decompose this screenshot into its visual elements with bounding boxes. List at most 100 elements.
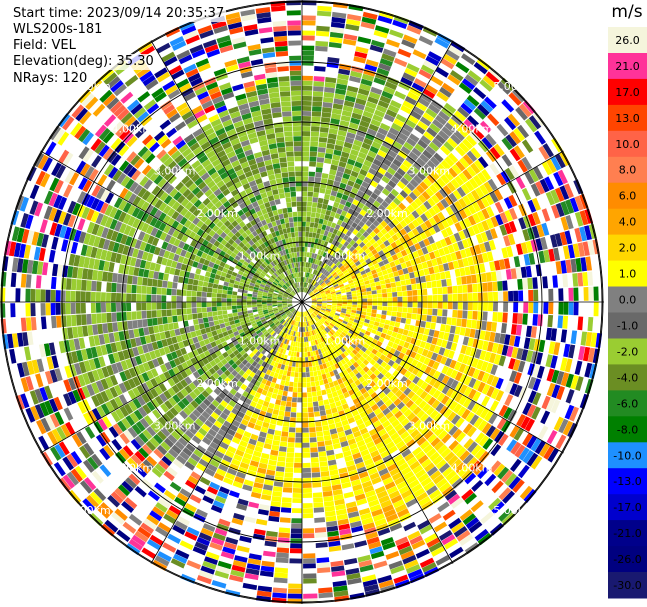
velocity-gate <box>347 304 352 307</box>
velocity-gate <box>361 517 374 526</box>
velocity-gate <box>99 464 112 477</box>
velocity-gate <box>488 352 497 364</box>
velocity-gate <box>577 272 584 287</box>
velocity-gate <box>385 411 394 420</box>
velocity-gate <box>71 314 77 327</box>
velocity-gate <box>327 418 335 425</box>
velocity-gate <box>267 327 273 333</box>
velocity-gate <box>405 498 418 508</box>
velocity-gate <box>332 352 338 359</box>
velocity-gate <box>269 287 275 292</box>
velocity-gate <box>83 256 91 269</box>
velocity-gate <box>317 359 323 365</box>
velocity-gate <box>302 15 316 21</box>
velocity-gate <box>206 302 212 307</box>
velocity-gate <box>272 592 287 599</box>
velocity-gate <box>314 517 326 523</box>
velocity-gate <box>423 481 435 492</box>
velocity-gate <box>358 248 365 255</box>
velocity-gate <box>354 269 360 275</box>
velocity-gate <box>478 156 489 169</box>
velocity-gate <box>105 250 113 262</box>
velocity-gate <box>479 350 487 361</box>
velocity-gate <box>424 366 432 375</box>
velocity-gate <box>322 303 327 305</box>
velocity-gate <box>309 308 314 312</box>
velocity-gate <box>458 395 468 406</box>
velocity-gate <box>126 284 132 293</box>
velocity-gate <box>373 560 388 569</box>
velocity-gate <box>174 520 188 531</box>
velocity-gate <box>103 261 110 272</box>
velocity-gate <box>149 350 157 360</box>
velocity-gate <box>454 392 464 403</box>
velocity-gate <box>264 363 270 369</box>
velocity-gate <box>263 330 269 336</box>
velocity-gate <box>116 529 131 542</box>
velocity-gate <box>410 110 422 120</box>
velocity-gate <box>348 320 354 325</box>
velocity-gate <box>324 153 333 160</box>
velocity-gate <box>481 272 487 283</box>
velocity-gate <box>91 223 100 236</box>
velocity-gate <box>412 161 423 171</box>
velocity-gate <box>421 562 437 573</box>
velocity-gate <box>87 325 94 336</box>
velocity-gate <box>352 107 364 116</box>
velocity-gate <box>171 444 182 455</box>
velocity-gate <box>117 321 123 332</box>
velocity-gate <box>351 290 357 294</box>
velocity-gate <box>303 287 305 293</box>
velocity-gate <box>332 489 343 496</box>
velocity-gate <box>477 339 484 350</box>
velocity-gate <box>501 137 513 151</box>
velocity-gate <box>238 423 247 431</box>
velocity-gate <box>324 258 330 264</box>
velocity-gate <box>255 281 261 286</box>
velocity-gate <box>312 318 316 324</box>
velocity-gate <box>303 322 305 327</box>
velocity-gate <box>312 312 317 316</box>
velocity-gate <box>430 156 440 167</box>
velocity-gate <box>341 110 352 117</box>
velocity-gate <box>464 247 472 257</box>
velocity-gate <box>483 181 494 193</box>
velocity-gate <box>16 227 25 243</box>
velocity-gate <box>331 438 340 445</box>
velocity-gate <box>257 436 266 443</box>
velocity-gate <box>417 423 427 433</box>
velocity-gate <box>318 218 324 225</box>
velocity-gate <box>224 362 231 370</box>
velocity-gate <box>410 415 420 425</box>
velocity-gate <box>353 340 359 346</box>
velocity-gate <box>131 311 137 320</box>
velocity-gate <box>442 309 448 317</box>
velocity-gate <box>324 252 330 259</box>
velocity-gate <box>178 437 188 447</box>
velocity-gate <box>236 295 242 299</box>
velocity-gate <box>311 303 317 305</box>
velocity-gate <box>318 343 323 349</box>
velocity-gate <box>421 348 429 357</box>
velocity-gate <box>255 318 261 323</box>
velocity-gate <box>293 320 296 326</box>
velocity-gate <box>409 165 420 175</box>
velocity-gate <box>316 254 320 260</box>
velocity-gate <box>219 412 228 420</box>
velocity-gate <box>309 427 316 433</box>
velocity-gate <box>235 352 243 360</box>
velocity-gate <box>496 343 504 355</box>
velocity-gate <box>433 265 440 274</box>
velocity-gate <box>328 268 334 274</box>
velocity-gate <box>286 371 291 377</box>
velocity-gate <box>296 412 302 418</box>
velocity-gate <box>406 313 412 319</box>
velocity-gate <box>253 528 266 536</box>
velocity-gate <box>428 251 436 260</box>
velocity-gate <box>176 364 185 373</box>
velocity-gate <box>192 285 198 291</box>
velocity-gate <box>345 460 355 467</box>
velocity-gate <box>209 441 219 450</box>
velocity-gate <box>306 387 312 393</box>
velocity-gate <box>351 307 357 311</box>
